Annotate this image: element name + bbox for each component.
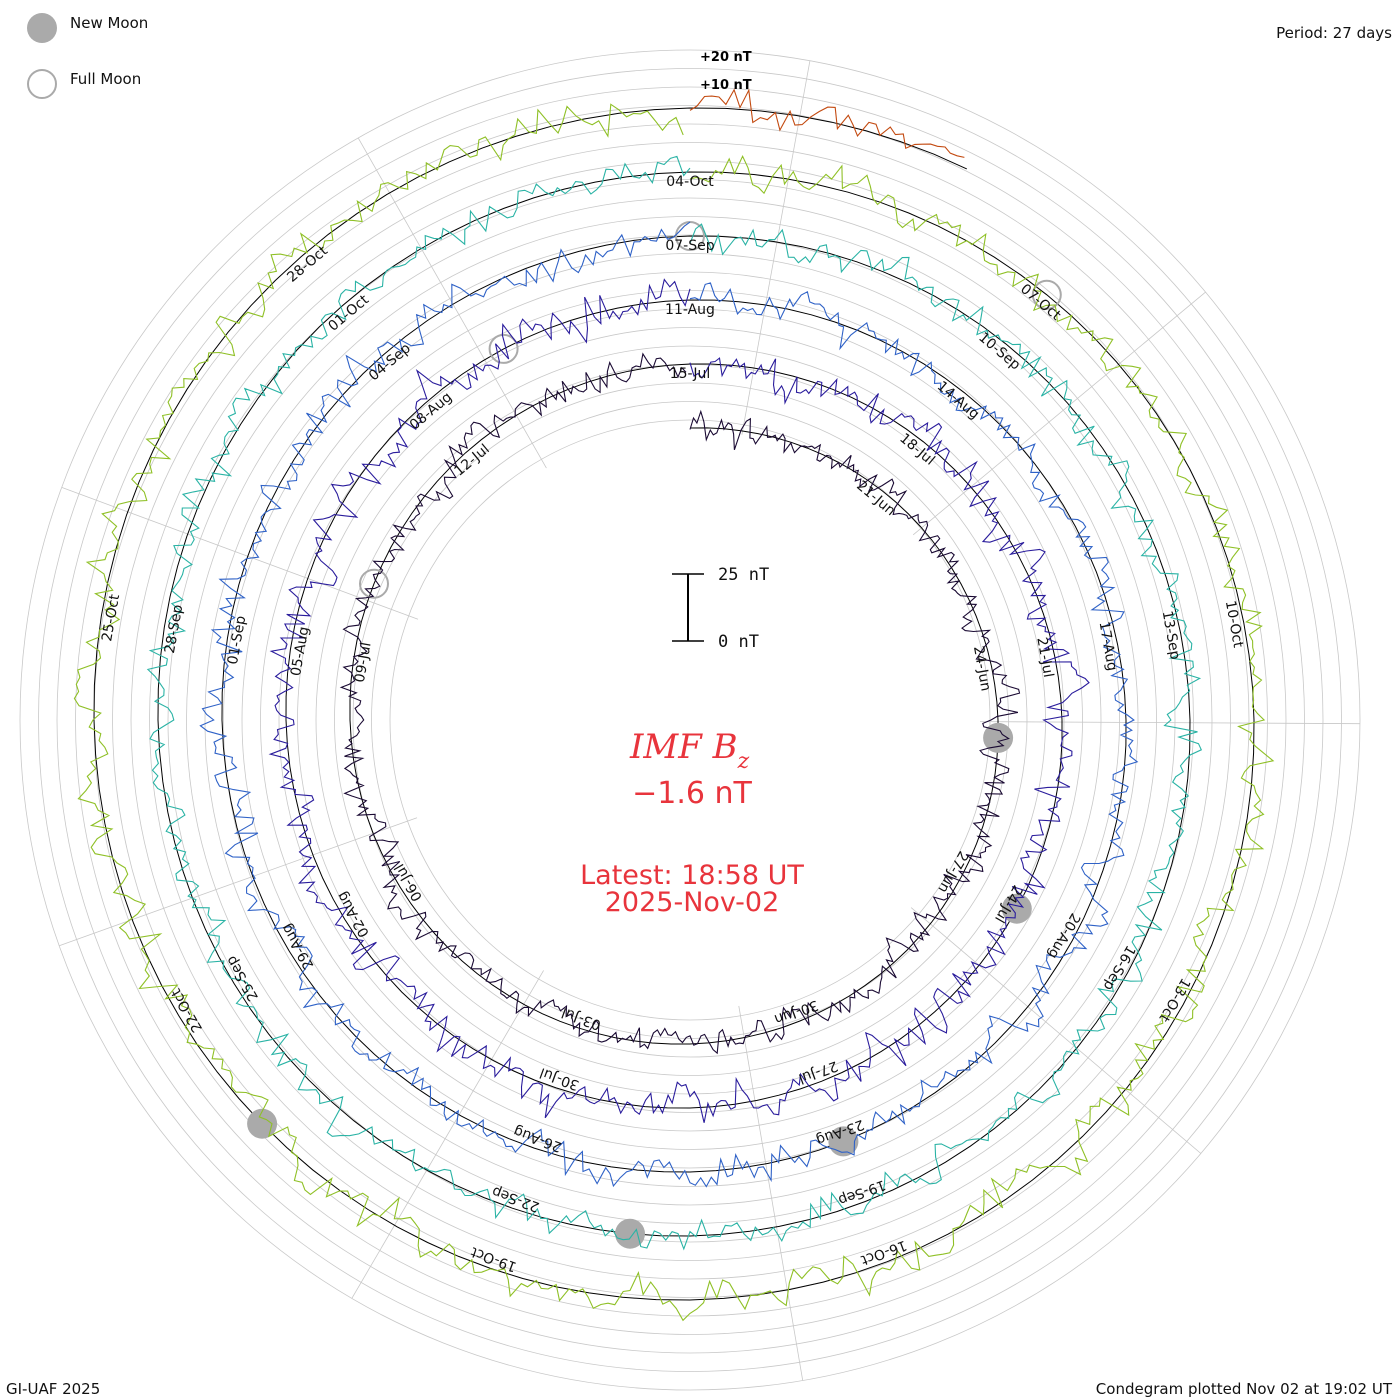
full-moon-legend-icon — [27, 69, 57, 99]
date-label: 25-Oct — [99, 593, 123, 643]
grid-ring — [204, 234, 1176, 1206]
grid-ring — [75, 105, 1305, 1335]
day-spoke — [59, 817, 418, 947]
new-moon-marker — [1001, 893, 1032, 924]
grid-ring — [19, 49, 1361, 1391]
day-spoke — [912, 291, 1206, 536]
date-label: 18-Jul — [896, 430, 937, 468]
grid-ring — [223, 253, 1157, 1187]
scale-bar-bottom-label: 0 nT — [718, 632, 759, 652]
grid-ring — [38, 68, 1342, 1372]
date-label: 11-Aug — [665, 302, 715, 318]
series-traces — [73, 88, 1275, 1322]
grid-ring — [112, 142, 1268, 1298]
full-moon-marker — [675, 221, 705, 251]
grid-ring — [334, 364, 1046, 1076]
footer-credit: GI-UAF 2025 — [6, 1380, 100, 1398]
series-trace-6 — [689, 88, 965, 158]
date-label: 26-Aug — [511, 1123, 563, 1155]
grid-ring — [130, 160, 1250, 1280]
date-label: 28-Oct — [284, 243, 331, 286]
grid-ring — [352, 382, 1028, 1058]
day-spoke — [910, 907, 1202, 1154]
scale-bar: 25 nT 0 nT — [672, 565, 769, 652]
date-label: 07-Oct — [1017, 281, 1064, 324]
date-label: 04-Oct — [666, 174, 714, 190]
scale-bar-top-label: 25 nT — [718, 565, 769, 585]
day-spoke — [741, 60, 811, 435]
date-label: 25-Sep — [223, 953, 262, 1004]
date-label: 21-Jul — [1033, 636, 1056, 679]
grid-ring — [297, 327, 1083, 1113]
chart-title: IMF Bz — [629, 727, 750, 774]
date-label: 02-Aug — [334, 889, 373, 940]
date-label: 04-Sep — [366, 340, 414, 384]
grid-ring — [315, 345, 1065, 1095]
footer-plotted: Condegram plotted Nov 02 at 19:02 UT — [1096, 1380, 1393, 1398]
series-trace-2 — [268, 278, 1090, 1123]
date-label: 13-Sep — [1159, 610, 1183, 661]
latest-time: Latest: 18:58 UT — [580, 860, 804, 891]
grid-ring — [186, 216, 1194, 1224]
date-label: 19-Sep — [836, 1176, 888, 1208]
date-label: 22-Oct — [168, 985, 206, 1035]
new-moon-marker — [615, 1218, 645, 1249]
date-label: 22-Sep — [490, 1183, 542, 1215]
date-label: 29-Aug — [279, 921, 318, 972]
full-moon-marker — [1031, 279, 1062, 310]
chart-title-subscript: z — [737, 749, 750, 774]
ring-scale-label-20: +20 nT — [700, 50, 752, 65]
grid-ring — [278, 308, 1102, 1132]
series-trace-5 — [73, 103, 1275, 1322]
grid-ring — [56, 86, 1324, 1354]
grid-ring — [371, 401, 1009, 1039]
period-label: Period: 27 days — [1276, 24, 1392, 42]
zero-line-spiral — [93, 107, 1255, 1301]
new-moon-legend-icon — [27, 13, 57, 43]
series-trace-3 — [199, 221, 1139, 1188]
day-spoke — [738, 1005, 804, 1381]
grid-ring — [167, 197, 1213, 1243]
series-trace-4 — [146, 155, 1203, 1251]
day-spoke — [351, 970, 544, 1299]
latest-date: 2025-Nov-02 — [605, 887, 780, 918]
full-moon-marker — [488, 333, 519, 364]
full-moon-legend-label: Full Moon — [70, 70, 141, 88]
new-moon-legend-label: New Moon — [70, 14, 148, 32]
moon-phase-markers — [247, 221, 1062, 1249]
date-label: 24-Jun — [970, 645, 994, 693]
day-spoke — [979, 721, 1361, 725]
current-value: −1.6 nT — [632, 776, 752, 811]
date-label: 07-Sep — [665, 238, 714, 254]
date-label: 17-Aug — [1096, 620, 1120, 672]
day-spoke — [61, 487, 419, 620]
new-moon-marker — [828, 1126, 859, 1157]
date-label: 05-Aug — [288, 625, 312, 677]
new-moon-marker — [983, 722, 1014, 753]
full-moon-marker — [359, 568, 389, 599]
date-label: 28-Sep — [162, 603, 186, 654]
grid-ring — [241, 271, 1139, 1169]
date-label: 09-Jul — [352, 641, 375, 684]
grid-ring — [389, 419, 991, 1021]
day-spokes — [59, 60, 1361, 1381]
date-label: 27-Jul — [796, 1057, 840, 1086]
ring-grid — [19, 49, 1361, 1391]
ring-scale-label-10: +10 nT — [700, 78, 752, 93]
date-label: 16-Sep — [1100, 942, 1139, 993]
date-label: 15-Jul — [670, 366, 711, 382]
grid-ring — [149, 179, 1231, 1261]
date-label: 13-Oct — [1155, 975, 1193, 1025]
zero-reference-line — [93, 107, 1255, 1301]
series-trace-1 — [339, 352, 1021, 1055]
